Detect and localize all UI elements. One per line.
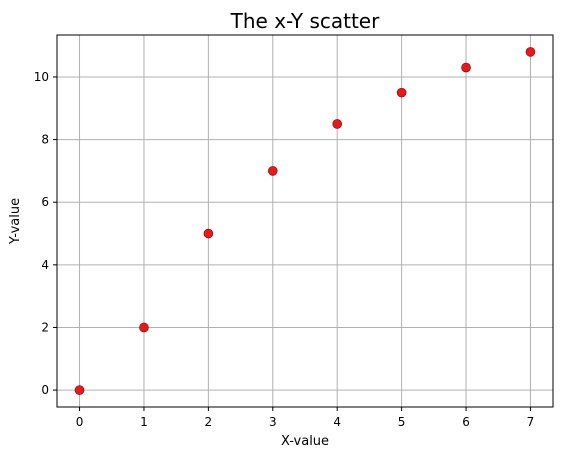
x-tick-label: 3 <box>269 415 277 429</box>
data-point <box>332 119 343 129</box>
y-axis-label: Y-value <box>8 198 23 245</box>
x-tick-label: 6 <box>462 415 470 429</box>
x-tick-label: 7 <box>527 415 535 429</box>
y-tick-label: 4 <box>41 258 49 272</box>
x-tick-label: 2 <box>205 415 213 429</box>
y-tick-label: 10 <box>34 70 49 84</box>
y-tick-label: 2 <box>41 320 49 334</box>
data-point <box>139 322 149 333</box>
data-points <box>74 47 536 395</box>
x-axis-label: X-value <box>281 434 329 449</box>
y-tick-label: 6 <box>41 195 49 209</box>
y-tick-label: 0 <box>41 383 49 397</box>
x-tick-label: 1 <box>140 415 148 429</box>
x-tick-label: 4 <box>333 415 341 429</box>
data-point <box>203 228 214 239</box>
axis-ticks: 0 1 2 3 4 5 6 7 0 2 4 6 8 10 <box>34 70 535 429</box>
chart-title: The x-Y scatter <box>230 9 380 33</box>
data-point <box>525 47 536 57</box>
data-point <box>74 385 85 395</box>
y-tick-label: 8 <box>41 133 49 147</box>
grid <box>57 35 553 407</box>
x-tick-label: 5 <box>398 415 406 429</box>
data-point <box>267 166 278 176</box>
x-tick-label: 0 <box>76 415 84 429</box>
data-point <box>396 87 407 98</box>
data-point <box>461 62 471 73</box>
plot-frame <box>56 34 554 408</box>
